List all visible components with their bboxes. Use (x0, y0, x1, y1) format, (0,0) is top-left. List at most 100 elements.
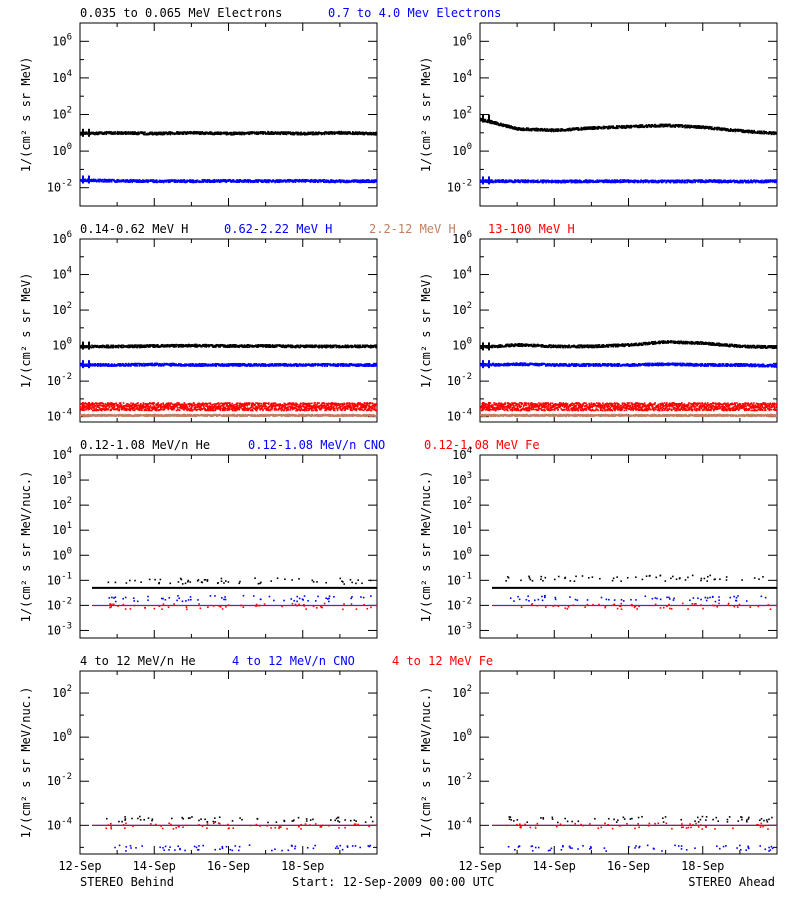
y-tick-label: 104 (452, 69, 472, 85)
data-layer (79, 342, 378, 418)
data-point (733, 180, 735, 182)
data-point (265, 344, 267, 346)
data-point (324, 179, 326, 181)
data-point (761, 180, 763, 182)
data-point (590, 126, 592, 128)
data-point (618, 125, 620, 127)
series-0-7-to-4-0-mev-electrons (480, 176, 778, 184)
data-point (88, 176, 90, 184)
plot-frame (480, 23, 777, 206)
data-point (645, 181, 647, 183)
data-point (764, 133, 766, 135)
data-point (560, 180, 562, 182)
data-point (204, 346, 206, 348)
plot-frame (80, 239, 377, 422)
data-point (514, 128, 516, 130)
data-point (617, 127, 619, 129)
data-point (104, 133, 106, 135)
legend-cno-low: 0.12-1.08 MeV/n CNO (248, 438, 385, 452)
data-point (584, 129, 586, 131)
data-point (620, 179, 622, 181)
data-point (293, 132, 295, 134)
data-point (121, 133, 123, 135)
legend-h-13: 13-100 MeV H (488, 222, 575, 236)
data-point (490, 122, 492, 124)
data-point (488, 176, 490, 184)
y-tick-label: 10-2 (47, 179, 72, 195)
y-tick-label: 10-4 (47, 408, 72, 424)
data-point (358, 133, 360, 135)
data-point (677, 179, 679, 181)
data-point (710, 179, 712, 181)
data-point (654, 124, 656, 126)
data-point (235, 344, 237, 346)
data-point (482, 176, 484, 184)
data-point (577, 182, 579, 184)
data-point (551, 131, 553, 133)
y-tick-label: 10-2 (447, 179, 472, 195)
data-point (187, 346, 189, 348)
data-point (773, 181, 775, 183)
data-point (553, 131, 555, 133)
data-point (294, 181, 296, 183)
data-point (84, 132, 86, 134)
data-point (677, 181, 679, 183)
data-point (587, 180, 589, 182)
data-point (254, 133, 256, 135)
legend-h-22: 2.2-12 MeV H (369, 222, 456, 236)
legend-cno-high: 4 to 12 MeV/n CNO (232, 654, 355, 668)
data-point (716, 181, 718, 183)
data-point (234, 344, 236, 346)
y-tick-label: 100 (52, 142, 72, 158)
data-point (82, 176, 84, 184)
y-tick-label: 104 (52, 69, 72, 85)
y-axis-label: 1/(cm² s sr MeV) (419, 57, 433, 173)
data-point (271, 133, 273, 135)
data-point (603, 182, 605, 184)
data-point (486, 179, 488, 181)
data-point (137, 181, 139, 183)
data-point (519, 181, 521, 183)
legend-electrons-high: 0.7 to 4.0 Mev Electrons (328, 6, 501, 20)
data-point (742, 182, 744, 184)
data-point (127, 345, 129, 347)
data-point (339, 179, 341, 181)
y-tick-label: 106 (52, 32, 72, 48)
data-point (637, 181, 639, 183)
data-point (120, 346, 122, 348)
data-point (592, 182, 594, 184)
data-point (82, 129, 84, 137)
legend-h-062: 0.62-2.22 MeV H (224, 222, 332, 236)
data-point (193, 132, 195, 134)
data-point (207, 181, 209, 183)
data-point (711, 126, 713, 128)
data-point (638, 125, 640, 127)
data-point (247, 346, 249, 348)
data-point (85, 133, 87, 135)
data-point (579, 182, 581, 184)
data-point (488, 115, 490, 123)
data-point (109, 181, 111, 183)
data-point (249, 180, 251, 182)
data-point (699, 125, 701, 127)
data-point (115, 347, 117, 349)
data-point (623, 125, 625, 127)
data-point (190, 180, 192, 182)
data-point (229, 132, 231, 134)
data-point (543, 130, 545, 132)
data-point (741, 180, 743, 182)
data-point (718, 127, 720, 129)
data-point (537, 182, 539, 184)
series-0-14-0-62-mev-h (80, 342, 378, 350)
data-point (292, 180, 294, 182)
data-point (553, 181, 555, 183)
data-point (173, 181, 175, 183)
data-point (533, 180, 535, 182)
data-point (102, 179, 104, 181)
data-point (230, 344, 232, 346)
data-point (774, 180, 776, 182)
